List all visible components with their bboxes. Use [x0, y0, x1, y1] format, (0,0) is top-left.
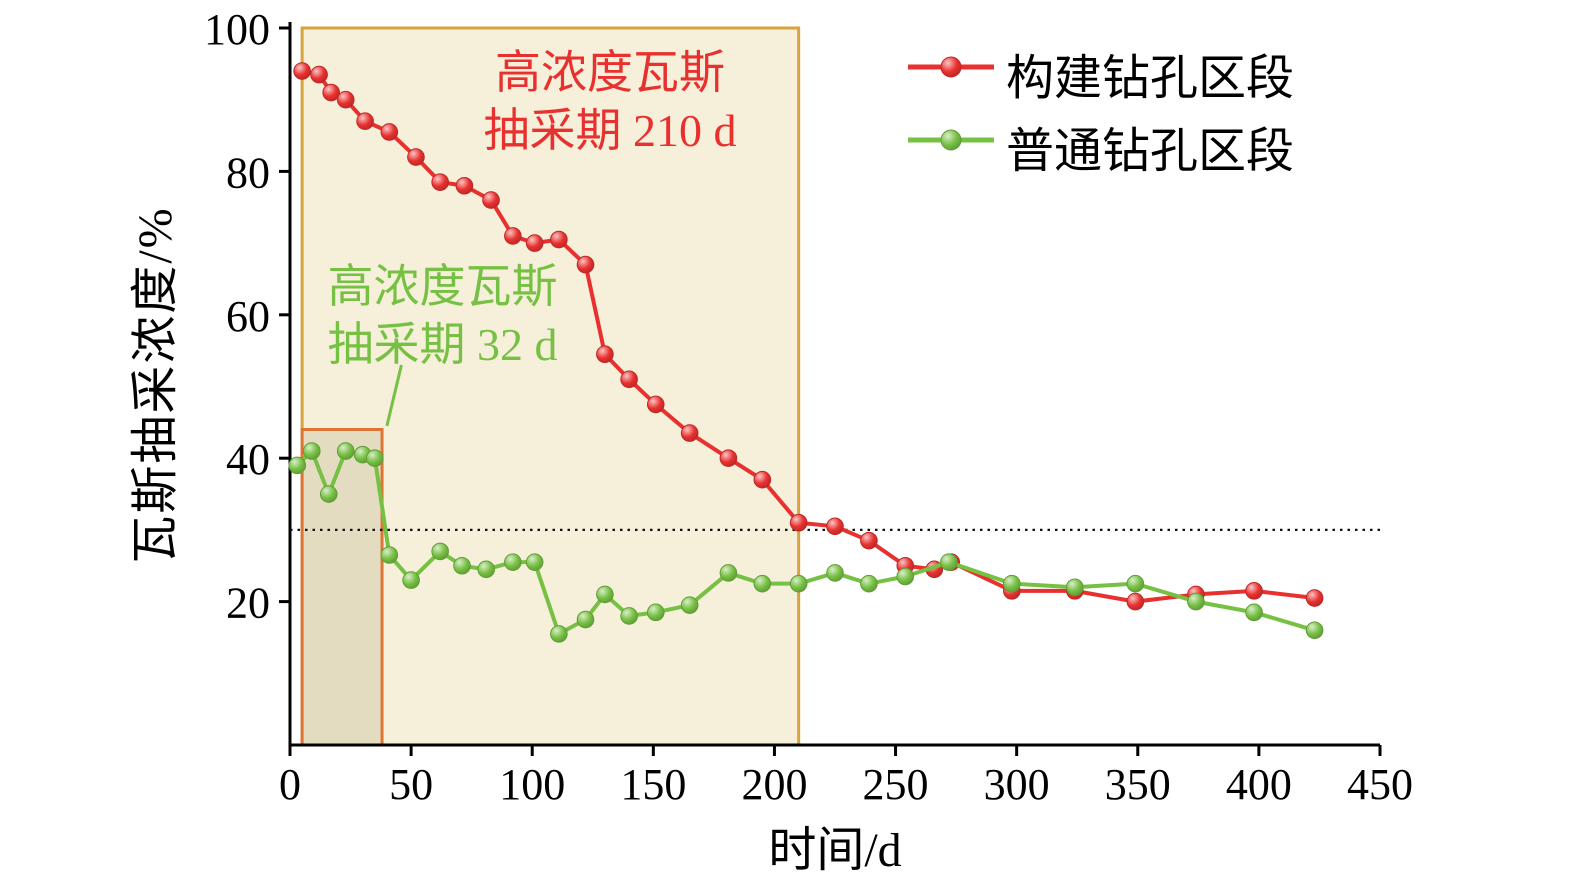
x-axis-label: 时间/d — [768, 824, 902, 877]
svg-text:50: 50 — [389, 760, 433, 809]
svg-text:250: 250 — [863, 760, 929, 809]
annotation-line: 高浓度瓦斯 — [495, 47, 725, 98]
annotation-high-concentration-32d: 高浓度瓦斯 抽采期 32 d — [295, 258, 590, 374]
annotation-line: 高浓度瓦斯 — [327, 261, 558, 312]
legend-label-ordinary-borehole: 普通钻孔区段 — [1006, 125, 1295, 178]
svg-text:60: 60 — [226, 292, 270, 341]
svg-text:0: 0 — [279, 760, 301, 809]
svg-text:100: 100 — [204, 5, 270, 54]
svg-text:200: 200 — [741, 760, 807, 809]
annotation-line: 抽采期 210 d — [483, 105, 737, 156]
annotation-line: 抽采期 32 d — [327, 319, 558, 370]
svg-text:350: 350 — [1105, 760, 1171, 809]
svg-text:400: 400 — [1226, 760, 1292, 809]
svg-text:20: 20 — [226, 579, 270, 628]
svg-text:150: 150 — [620, 760, 686, 809]
legend-label-constructed-borehole: 构建钻孔区段 — [1006, 52, 1295, 105]
y-axis-label: 瓦斯抽采浓度/% — [129, 206, 182, 564]
svg-text:80: 80 — [226, 148, 270, 197]
svg-text:450: 450 — [1347, 760, 1413, 809]
annotation-high-concentration-210d: 高浓度瓦斯 抽采期 210 d — [460, 44, 760, 160]
svg-text:100: 100 — [499, 760, 565, 809]
svg-text:300: 300 — [984, 760, 1050, 809]
svg-text:40: 40 — [226, 435, 270, 484]
